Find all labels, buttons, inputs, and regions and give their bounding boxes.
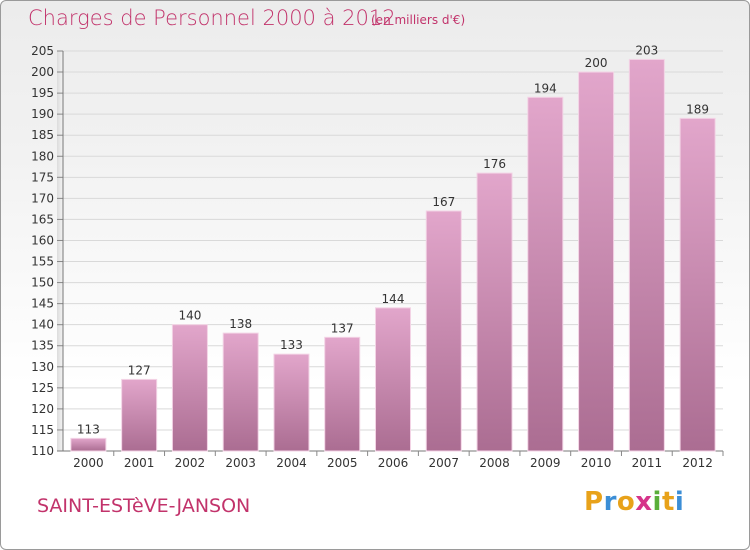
chart-subtitle: (en milliers d'€) xyxy=(371,13,466,27)
y-tick-label: 115 xyxy=(31,423,54,437)
y-tick-label: 140 xyxy=(31,318,54,332)
x-tick-label: 2001 xyxy=(124,456,155,470)
y-tick-label: 135 xyxy=(31,339,54,353)
bars xyxy=(70,58,716,452)
y-tick-label: 145 xyxy=(31,297,54,311)
bar-2003 xyxy=(222,332,259,452)
y-tick-label: 110 xyxy=(31,444,54,458)
town-name: SAINT-ESTèVE-JANSON xyxy=(37,495,251,517)
data-label: 144 xyxy=(382,292,405,306)
data-label: 137 xyxy=(331,321,354,335)
logo-letter: i xyxy=(652,487,662,517)
y-tick-label: 200 xyxy=(31,65,54,79)
data-label: 127 xyxy=(128,363,151,377)
data-label: 194 xyxy=(534,81,557,95)
logo-letter: i xyxy=(674,487,685,517)
y-tick-label: 125 xyxy=(31,381,54,395)
y-tick-label: 170 xyxy=(31,191,54,205)
x-tick-label: 2005 xyxy=(327,456,358,470)
bar-2002 xyxy=(171,324,208,452)
data-labels: 113 127 140 138 133 137 144 167 176 194 200 203 189 xyxy=(77,43,709,436)
bar-2009 xyxy=(527,96,564,452)
x-tick-label: 2003 xyxy=(225,456,256,470)
bar-2006 xyxy=(375,307,411,452)
bar-2012 xyxy=(679,117,716,452)
x-tick-label: 2009 xyxy=(530,456,561,470)
y-tick-labels: 110 115 120 125 130 135 140 145 150 155 160 165 170 1… xyxy=(31,44,54,458)
logo-letter: r xyxy=(603,487,617,517)
x-tick-label: 2002 xyxy=(175,456,206,470)
data-label: 133 xyxy=(280,338,303,352)
data-label: 176 xyxy=(483,157,506,171)
bar-2000 xyxy=(70,437,107,452)
bar-2001 xyxy=(121,378,158,452)
data-label: 189 xyxy=(686,102,709,116)
y-tick-label: 190 xyxy=(31,107,54,121)
chart-title: Charges de Personnel 2000 à 2012 xyxy=(28,6,396,30)
data-label: 167 xyxy=(432,195,455,209)
proxiti-logo[interactable]: Proxiti xyxy=(584,487,684,517)
bar-2010 xyxy=(578,71,615,452)
x-tick-label: 2012 xyxy=(682,456,713,470)
x-tick-label: 2004 xyxy=(276,456,307,470)
y-tick-label: 205 xyxy=(31,44,54,58)
x-tick-label: 2007 xyxy=(428,456,459,470)
y-tick-label: 185 xyxy=(31,128,54,142)
y-tick-label: 130 xyxy=(31,360,54,374)
x-tick-label: 2008 xyxy=(479,456,510,470)
bar-2004 xyxy=(273,353,310,452)
y-tick-label: 165 xyxy=(31,212,54,226)
x-tick-label: 2010 xyxy=(581,456,612,470)
x-tick-label: 2000 xyxy=(73,456,104,470)
data-label: 138 xyxy=(229,317,252,331)
logo-letter: o xyxy=(616,487,636,517)
data-label: 140 xyxy=(178,309,201,323)
y-tick-label: 195 xyxy=(31,86,54,100)
x-tick-labels: 2000 2001 2002 2003 2004 2005 2006 2007 2008 2009… xyxy=(73,456,713,470)
bar-2005 xyxy=(324,336,361,452)
logo-letter: x xyxy=(635,487,653,517)
data-label: 203 xyxy=(635,43,658,57)
bar-2011 xyxy=(628,58,665,452)
y-tick-label: 160 xyxy=(31,233,54,247)
y-tick-label: 175 xyxy=(31,170,54,184)
x-tick-label: 2011 xyxy=(632,456,663,470)
logo-letter: P xyxy=(584,487,604,517)
y-tick-label: 150 xyxy=(31,276,54,290)
bar-2007 xyxy=(425,210,462,452)
x-tick-label: 2006 xyxy=(378,456,409,470)
data-label: 113 xyxy=(77,422,100,436)
y-axis-band xyxy=(57,51,63,451)
logo-letter: t xyxy=(661,487,675,517)
y-tick-label: 155 xyxy=(31,255,54,269)
bar-2008 xyxy=(476,172,513,452)
y-tick-label: 120 xyxy=(31,402,54,416)
y-tick-label: 180 xyxy=(31,149,54,163)
data-label: 200 xyxy=(585,56,608,70)
